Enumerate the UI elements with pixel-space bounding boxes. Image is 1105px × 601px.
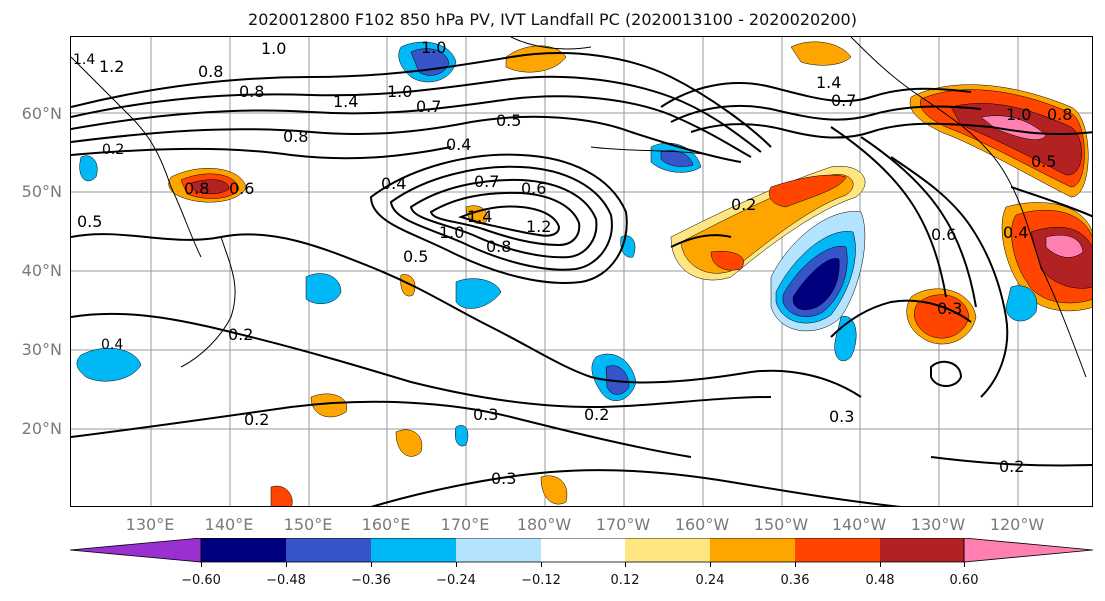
contour-label: 0.5: [496, 111, 522, 130]
lat-label: 30°N: [21, 340, 62, 359]
contour-label: 0.2: [584, 405, 610, 424]
lon-label: 120°W: [989, 515, 1045, 534]
contour-label: 0.2: [999, 457, 1025, 476]
contour-label: 0.8: [198, 62, 224, 81]
lon-label: 130°E: [125, 515, 175, 534]
lon-label: 160°E: [361, 515, 411, 534]
colorbar-extend-high: [963, 537, 1094, 563]
contour-label: 1.4: [816, 73, 842, 92]
contour-label: 0.5: [77, 212, 103, 231]
colorbar-bin: [456, 538, 541, 562]
colorbar-tick: −0.60: [181, 573, 221, 588]
colorbar-bin: [710, 538, 795, 562]
contour-label: 0.4: [101, 337, 124, 353]
lon-label: 170°E: [440, 515, 490, 534]
contour-label: 0.3: [473, 405, 499, 424]
contour-label: 0.6: [931, 225, 957, 244]
pv-contours: [71, 52, 1092, 506]
colorbar-bin: [286, 538, 371, 562]
contour-label: 0.8: [486, 237, 512, 256]
lat-label: 40°N: [21, 261, 62, 280]
contour-label: 0.6: [521, 179, 547, 198]
lon-label: 160°W: [674, 515, 730, 534]
contour-label: 0.8: [239, 82, 265, 101]
chart-title: 2020012800 F102 850 hPa PV, IVT Landfall…: [248, 10, 857, 29]
colorbar-tick: 0.60: [949, 573, 979, 588]
contour-label: 1.0: [261, 39, 287, 58]
contour-label: 0.5: [1031, 152, 1057, 171]
contour-label: 1.2: [99, 57, 125, 76]
contour-label: 0.2: [244, 410, 270, 429]
colorbar-tick: 0.48: [865, 573, 895, 588]
contour-label: 1.4: [73, 52, 96, 68]
colorbar-tick: 0.12: [610, 573, 640, 588]
contour-label: 1.0: [439, 223, 465, 242]
contour-label: 0.4: [1003, 223, 1029, 242]
colorbar-svg: [69, 537, 1094, 563]
coastlines: [71, 37, 1087, 378]
contour-label: 1.0: [387, 82, 413, 101]
contour-label: 1.0: [421, 38, 447, 57]
colorbar-tick: −0.12: [521, 573, 561, 588]
contour-label: 0.2: [731, 195, 757, 214]
contour-label: 0.4: [381, 174, 407, 193]
lon-label: 150°W: [753, 515, 809, 534]
contour-label: 0.6: [229, 179, 255, 198]
colorbar-bin: [795, 538, 880, 562]
lon-label: 180°W: [516, 515, 572, 534]
contour-label: 0.7: [474, 172, 500, 191]
lon-label: 130°W: [910, 515, 966, 534]
lon-label: 140°E: [204, 515, 254, 534]
contour-label: 1.4: [467, 207, 493, 226]
contour-label: 0.3: [829, 407, 855, 426]
lat-label: 50°N: [21, 182, 62, 201]
colorbar-bin: [625, 538, 710, 562]
contour-label: 0.3: [937, 299, 963, 318]
colorbar-tick: −0.24: [436, 573, 476, 588]
colorbar-bin: [201, 538, 286, 562]
colorbar-bin: [541, 538, 625, 562]
colorbar-tick: 0.24: [695, 573, 725, 588]
contour-label: 0.4: [446, 135, 472, 154]
map-canvas: [71, 37, 1092, 506]
contour-label: 1.2: [526, 217, 552, 236]
contour-label: 0.8: [1047, 105, 1073, 124]
contour-label: 0.3: [491, 469, 517, 488]
contour-label: 1.0: [1006, 105, 1032, 124]
lat-label: 20°N: [21, 419, 62, 438]
colorbar-tick: −0.48: [266, 573, 306, 588]
contour-label: 0.2: [102, 142, 125, 158]
colorbar: [69, 537, 1094, 564]
lon-label: 150°E: [283, 515, 333, 534]
lat-label: 60°N: [21, 104, 62, 123]
contour-label: 0.7: [831, 91, 857, 110]
colorbar-tick: −0.36: [351, 573, 391, 588]
contour-label: 0.2: [228, 325, 254, 344]
contour-label: 0.5: [403, 247, 429, 266]
lon-label: 170°W: [595, 515, 651, 534]
colorbar-extend-low: [69, 537, 202, 563]
colorbar-bin: [880, 538, 964, 562]
contour-label: 0.8: [184, 179, 210, 198]
colorbar-bin: [371, 538, 456, 562]
contour-label: 1.4: [333, 92, 359, 111]
map-panel[interactable]: 1.0 0.8 0.8 1.2 1.4 1.4 1.0 0.8 0.7 1.0 …: [70, 36, 1093, 507]
lon-label: 140°W: [831, 515, 887, 534]
contour-label: 0.7: [416, 97, 442, 116]
colorbar-tick: 0.36: [780, 573, 810, 588]
contour-label: 0.8: [283, 127, 309, 146]
